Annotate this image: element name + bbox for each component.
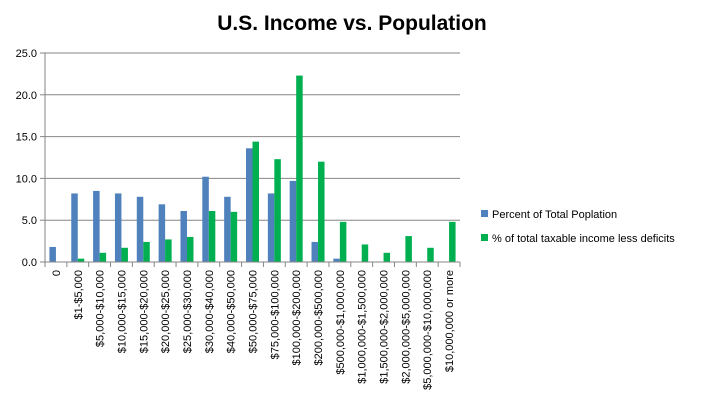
y-tick-label: 0.0 bbox=[22, 257, 37, 269]
bar-income-3 bbox=[121, 247, 128, 262]
bar-population-8 bbox=[224, 196, 231, 262]
bars bbox=[49, 75, 456, 263]
bar-population-7 bbox=[202, 176, 209, 262]
bar-income-5 bbox=[165, 239, 172, 262]
axes bbox=[40, 52, 461, 267]
x-tick-label: $5,000-$10,000 bbox=[95, 270, 107, 347]
bar-population-2 bbox=[93, 190, 100, 262]
bar-income-9 bbox=[252, 141, 259, 262]
legend-swatch-income bbox=[481, 234, 488, 241]
legend-swatch-population bbox=[481, 210, 488, 217]
bar-income-2 bbox=[99, 252, 107, 262]
x-tick-label: $1,500,000-$2,000,000 bbox=[379, 270, 391, 384]
x-tick-label: $500,000-$1,000,000 bbox=[335, 270, 347, 375]
bar-income-4 bbox=[143, 241, 150, 262]
bar-population-3 bbox=[114, 193, 122, 262]
bar-income-17 bbox=[427, 247, 434, 262]
bar-income-7 bbox=[208, 211, 216, 262]
bar-population-12 bbox=[311, 241, 319, 262]
bar-population-10 bbox=[267, 193, 275, 262]
y-tick-label: 15.0 bbox=[16, 132, 37, 144]
x-tick-label: $200,000-$500,000 bbox=[313, 270, 325, 365]
x-tick-label: $5,000,000-$10,000,000 bbox=[422, 270, 434, 390]
bar-income-11 bbox=[296, 75, 303, 263]
legend: Percent of Total Poplation % of total tax… bbox=[481, 209, 675, 245]
legend-label-population: Percent of Total Poplation bbox=[492, 209, 617, 221]
y-tick-label: 5.0 bbox=[22, 215, 37, 227]
y-tick-label: 25.0 bbox=[16, 48, 37, 60]
chart-title: U.S. Income vs. Population bbox=[217, 12, 487, 35]
x-tick-label: $1,000,000-$1,500,000 bbox=[357, 270, 369, 384]
x-tick-label: $2,000,000-$5,000,000 bbox=[400, 270, 412, 384]
x-tick-label: $25,000-$30,000 bbox=[182, 270, 194, 353]
x-tick-label: $75,000-$100,000 bbox=[269, 270, 281, 359]
x-tick-label: $10,000,000 or more bbox=[444, 270, 456, 372]
x-tick-label: $100,000-$200,000 bbox=[291, 270, 303, 365]
bar-population-11 bbox=[289, 180, 297, 262]
y-tick-label: 20.0 bbox=[16, 90, 37, 102]
x-tick-label: $40,000-$50,000 bbox=[226, 270, 238, 353]
bar-population-6 bbox=[180, 211, 187, 262]
x-tick-label: $50,000-$75,000 bbox=[248, 270, 260, 353]
bar-income-8 bbox=[230, 211, 238, 262]
x-tick-label: $15,000-$20,000 bbox=[138, 270, 150, 353]
bar-income-14 bbox=[361, 244, 369, 262]
bar-population-9 bbox=[246, 148, 253, 262]
x-tick-label: 0 bbox=[51, 270, 63, 276]
bar-income-16 bbox=[405, 236, 412, 262]
bar-income-1 bbox=[77, 258, 85, 262]
bar-population-13 bbox=[333, 258, 340, 262]
x-tick-label: $10,000-$15,000 bbox=[116, 270, 128, 353]
bar-income-13 bbox=[339, 221, 347, 262]
y-axis-tick-labels: 0.0 5.0 10.0 15.0 20.0 25.0 bbox=[16, 48, 37, 269]
legend-label-income: % of total taxable income less deficits bbox=[492, 233, 675, 245]
bar-population-5 bbox=[158, 204, 166, 262]
bar-population-0 bbox=[49, 246, 56, 262]
bar-population-4 bbox=[136, 196, 144, 262]
bar-income-18 bbox=[449, 221, 456, 262]
x-tick-label: $1-$5,000 bbox=[73, 270, 85, 320]
y-tick-label: 10.0 bbox=[16, 173, 37, 185]
bar-income-6 bbox=[186, 236, 194, 262]
x-tick-label: $30,000-$40,000 bbox=[204, 270, 216, 353]
bar-income-10 bbox=[274, 159, 281, 262]
bar-income-15 bbox=[383, 252, 391, 262]
bar-population-1 bbox=[71, 193, 78, 262]
x-tick-label: $20,000-$25,000 bbox=[160, 270, 172, 353]
bar-income-12 bbox=[318, 161, 325, 262]
x-axis-tick-labels: 0 $1-$5,000 $5,000-$10,000 $10,000-$15,000 $… bbox=[51, 270, 456, 390]
